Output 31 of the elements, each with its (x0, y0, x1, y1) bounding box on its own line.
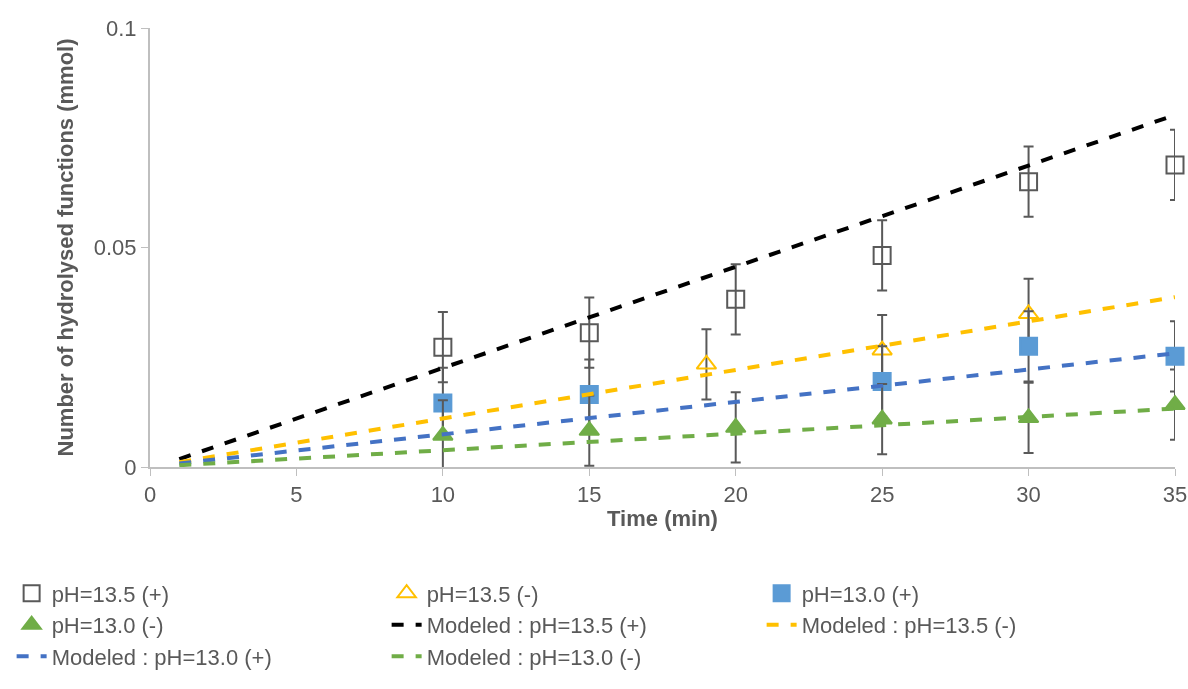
point (1019, 172, 1039, 192)
legend-label: pH=13.5 (+) (51, 581, 170, 607)
legend-label: pH=13.0 (+) (801, 581, 920, 607)
point (1019, 336, 1039, 356)
point (872, 245, 892, 265)
legend-label: Modeled : pH=13.5 (+) (426, 613, 647, 639)
legend-label: Modeled : pH=13.0 (-) (426, 644, 642, 670)
x-tick-label: 10 (430, 482, 456, 508)
y-tick-label: 0.1 (106, 15, 137, 41)
x-tick-label: 25 (869, 482, 895, 508)
x-tick-label: 35 (1162, 482, 1188, 508)
x-tick-label: 30 (1016, 482, 1041, 508)
point (1165, 155, 1185, 175)
point (433, 337, 453, 357)
point (579, 323, 599, 343)
x-tick-label: 15 (577, 482, 602, 508)
y-tick-label: 0 (124, 454, 137, 480)
point (726, 289, 746, 309)
point (1165, 346, 1185, 366)
point (871, 340, 893, 356)
legend-label: pH=13.0 (-) (51, 613, 164, 639)
y-axis-title: Number of hydrolysed functions (mmol) (53, 38, 79, 457)
point (871, 409, 893, 425)
legend-label: Modeled : pH=13.0 (+) (51, 644, 272, 670)
x-tick-label: 5 (290, 482, 303, 508)
x-tick-label: 0 (143, 482, 157, 508)
x-axis-title: Time (min) (607, 505, 718, 531)
y-tick-label: 0.05 (93, 235, 137, 261)
legend-label: pH=13.5 (-) (426, 581, 539, 607)
x-tick-label: 20 (723, 482, 748, 508)
legend-label: Modeled : pH=13.5 (-) (801, 613, 1017, 639)
